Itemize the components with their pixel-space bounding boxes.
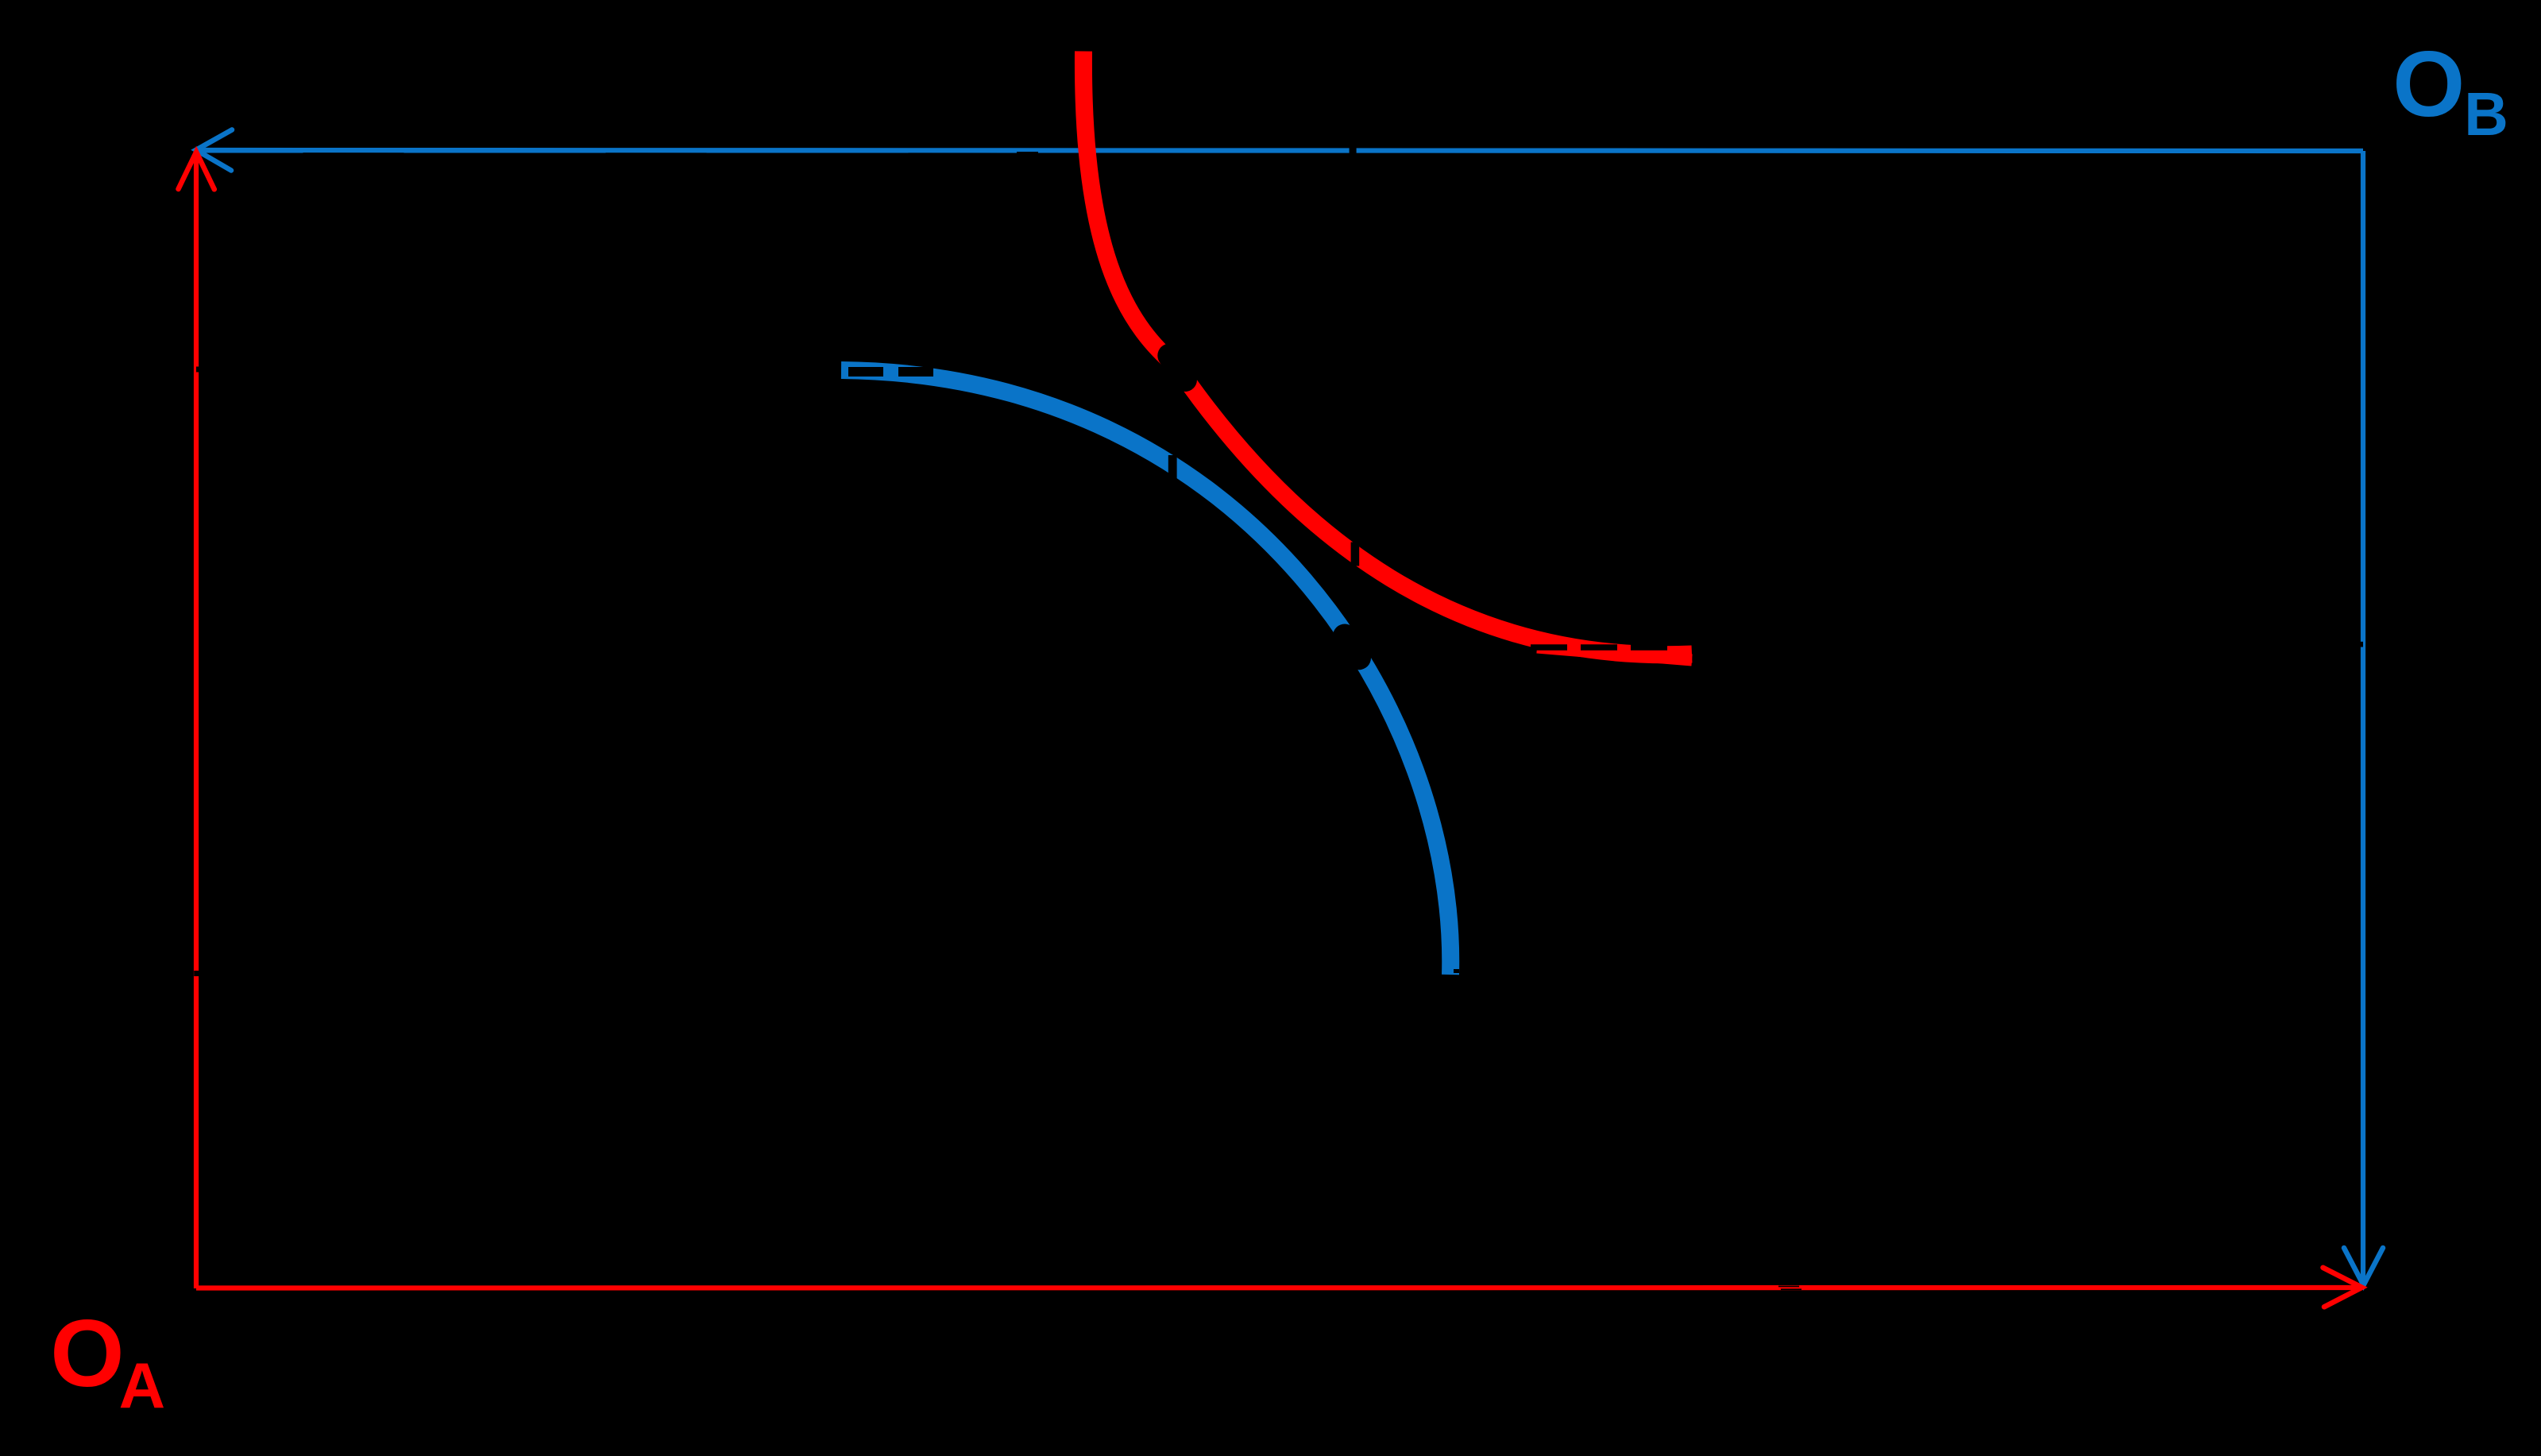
svg-text:O: O bbox=[2392, 32, 2465, 136]
svg-text:B: B bbox=[2464, 80, 2508, 149]
svg-text:O: O bbox=[50, 1300, 124, 1407]
svg-text:A: A bbox=[119, 1350, 166, 1422]
